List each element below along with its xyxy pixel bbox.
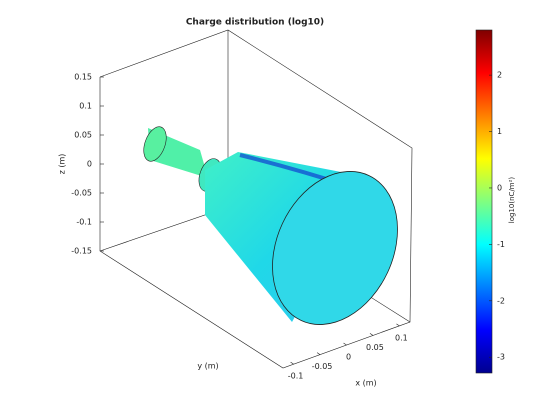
colorbar-tick-label: -2 (497, 296, 505, 305)
colorbar (475, 29, 493, 374)
x-tick (343, 342, 347, 346)
colorbar-tick-label: 1 (497, 127, 502, 136)
z-tick-label: 0 (87, 160, 92, 169)
z-tick-label: -0.15 (71, 247, 92, 256)
colorbar-tick-label: -1 (497, 240, 505, 249)
x-tick (290, 361, 294, 365)
z-tick-label: 0.15 (74, 73, 92, 82)
z-tick-label: -0.1 (76, 218, 92, 227)
x-tick-label: 0.1 (395, 333, 408, 342)
z-tick-label: 0.05 (74, 131, 92, 140)
x-tick-label: 0.05 (366, 343, 384, 352)
y-axis-label: y (m) (197, 362, 218, 371)
colorbar-label: log10(nC/m²) (508, 177, 516, 224)
x-axis-label: x (m) (355, 379, 376, 388)
z-tick-label: -0.05 (71, 189, 92, 198)
x-tick-label: 0 (346, 353, 351, 362)
z-tick-label: 0.1 (79, 102, 92, 111)
z-axis-label: z (m) (58, 154, 67, 175)
surface (143, 126, 398, 325)
x-tick-label: -0.05 (312, 362, 333, 371)
colorbar-tick-label: 0 (497, 183, 502, 192)
colorbar-tick-label: 2 (497, 71, 502, 80)
colorbar-tick-label: -3 (497, 353, 505, 362)
x-tick (369, 333, 374, 336)
x-tick (396, 323, 400, 327)
x-tick-label: -0.1 (288, 372, 304, 381)
x-tick (316, 352, 321, 355)
chart-title: Charge distribution (log10) (186, 18, 324, 28)
